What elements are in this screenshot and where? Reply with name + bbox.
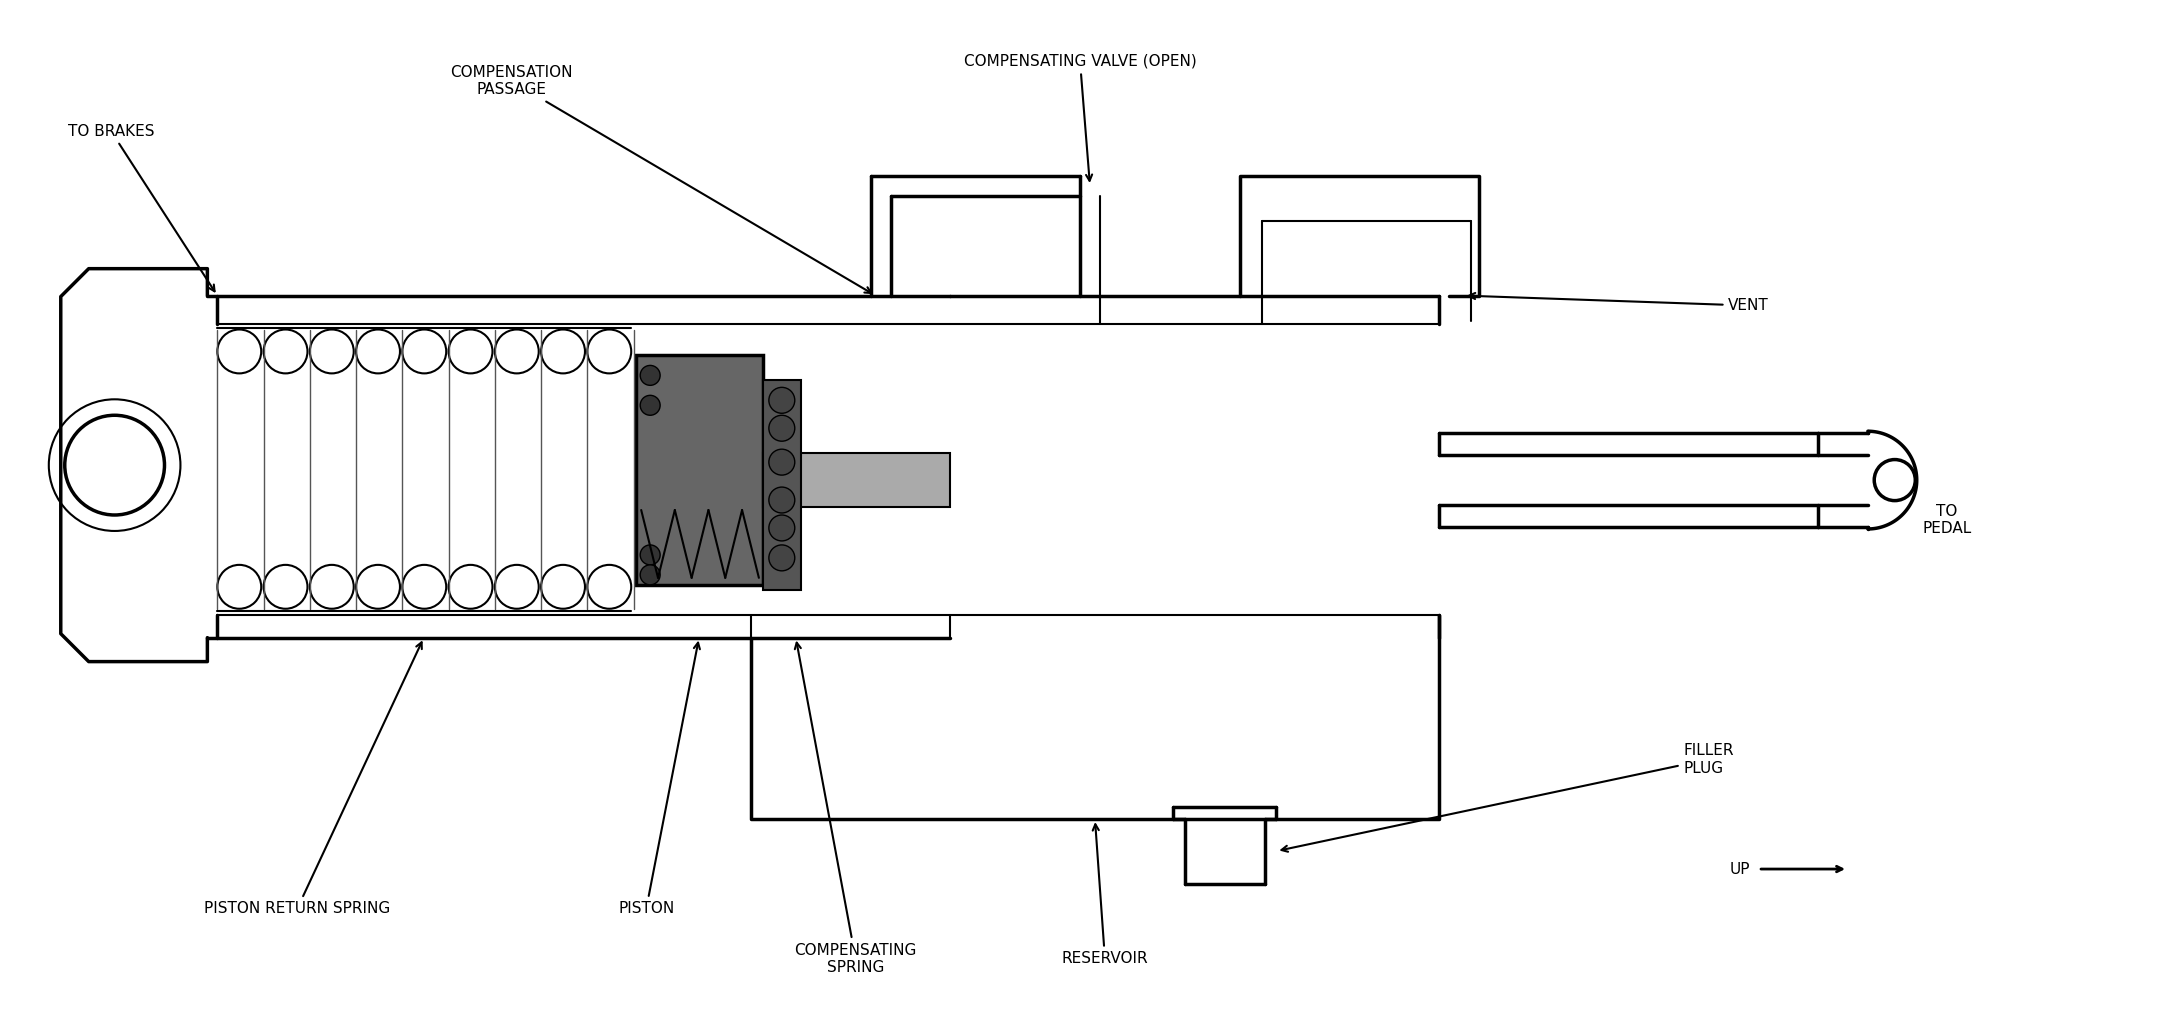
Text: COMPENSATION
PASSAGE: COMPENSATION PASSAGE	[451, 65, 872, 293]
Circle shape	[640, 395, 659, 416]
Circle shape	[640, 565, 659, 584]
Text: TO
PEDAL: TO PEDAL	[1923, 504, 1971, 536]
Text: UP: UP	[1730, 861, 1750, 877]
Circle shape	[770, 545, 796, 571]
Bar	[635, 355, 763, 584]
Text: FILLER
PLUG: FILLER PLUG	[1281, 743, 1734, 852]
Circle shape	[770, 387, 796, 414]
Circle shape	[770, 514, 796, 541]
Circle shape	[770, 487, 796, 513]
Text: COMPENSATING
SPRING: COMPENSATING SPRING	[793, 643, 917, 975]
Text: RESERVOIR: RESERVOIR	[1062, 824, 1149, 966]
Circle shape	[640, 365, 659, 385]
Circle shape	[640, 545, 659, 565]
Text: PISTON: PISTON	[618, 643, 700, 917]
Bar	[763, 381, 800, 590]
Circle shape	[770, 450, 796, 475]
Text: COMPENSATING VALVE (OPEN): COMPENSATING VALVE (OPEN)	[963, 54, 1197, 181]
Text: TO BRAKES: TO BRAKES	[67, 123, 215, 291]
Circle shape	[770, 416, 796, 441]
Text: PISTON RETURN SPRING: PISTON RETURN SPRING	[204, 642, 423, 917]
Text: VENT: VENT	[1470, 293, 1769, 313]
Bar	[763, 453, 950, 507]
